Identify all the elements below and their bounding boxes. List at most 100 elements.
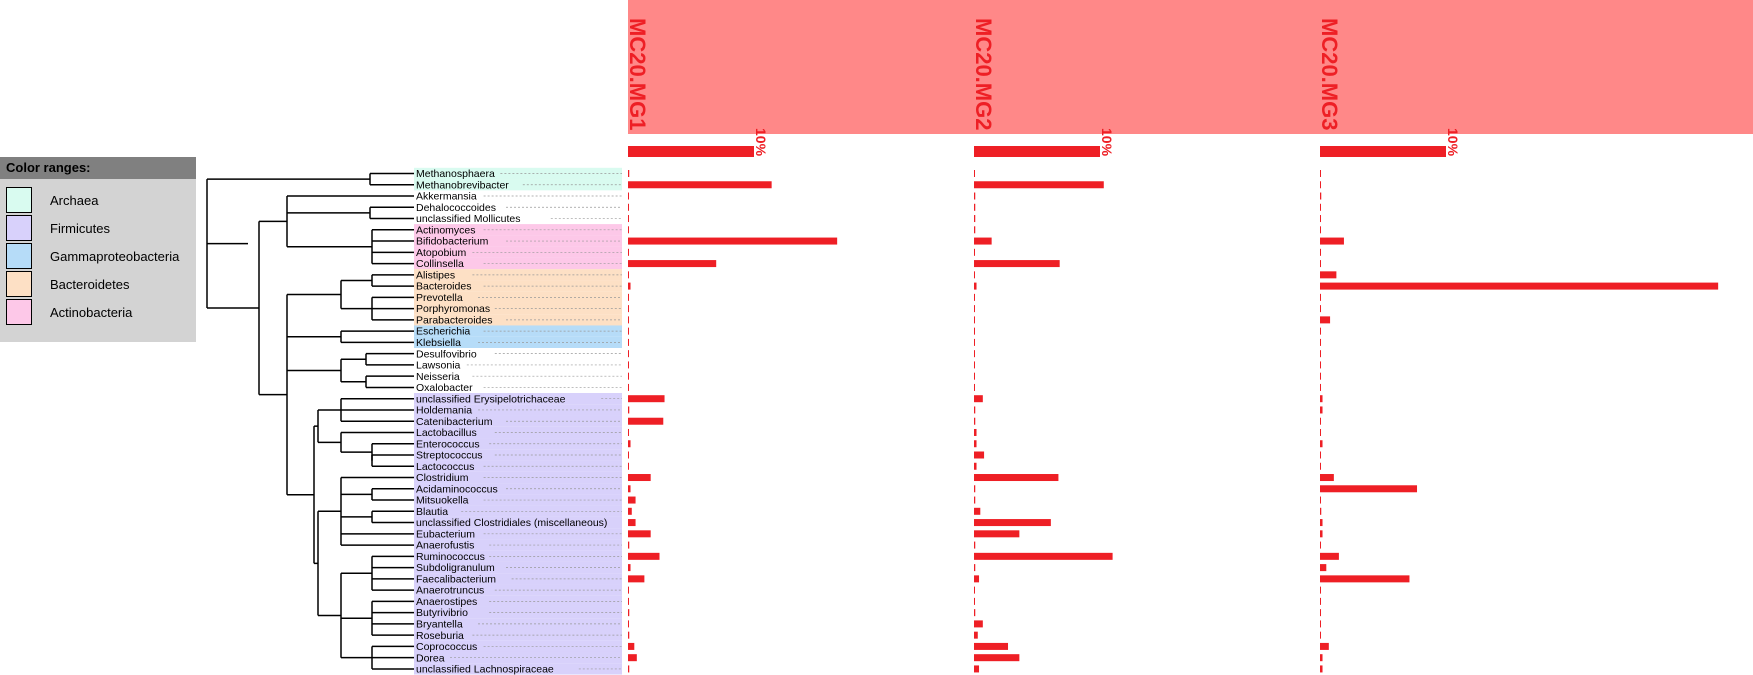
taxon-label: Blautia <box>416 506 448 518</box>
taxon-label: Prevotella <box>416 292 463 304</box>
taxon-group-background <box>414 426 622 439</box>
legend-swatch <box>6 271 32 297</box>
data-bar <box>974 586 975 594</box>
taxon-label: Anaerostipes <box>416 596 477 608</box>
taxon-label: Methanobrevibacter <box>416 179 509 191</box>
data-bar <box>628 530 651 538</box>
taxon-group-background <box>414 460 622 472</box>
data-bar <box>628 586 629 594</box>
data-bar <box>1320 654 1323 662</box>
taxon-label: Anaerotruncus <box>416 585 484 597</box>
data-bar <box>1320 170 1321 177</box>
data-bar <box>628 474 651 482</box>
taxon-label: Akkermansia <box>416 191 477 203</box>
legend-item-gammaproteobacteria: Gammaproteobacteria <box>0 243 196 271</box>
legend-label: Actinobacteria <box>50 305 133 320</box>
data-bar <box>1320 428 1321 436</box>
sample-header: MC20.MG3 <box>1317 18 1342 130</box>
data-bar <box>974 552 1113 560</box>
data-bar <box>1320 260 1321 268</box>
taxon-label: Collinsella <box>416 258 464 270</box>
data-bar <box>628 541 630 549</box>
taxon-label: Lactobacillus <box>416 427 477 439</box>
data-bar <box>1320 192 1322 200</box>
data-bar <box>974 564 976 572</box>
data-bar <box>1320 665 1323 673</box>
data-bar <box>628 395 665 403</box>
data-bar <box>1320 552 1339 560</box>
data-bar <box>1320 372 1321 380</box>
data-bar <box>1320 237 1344 245</box>
data-bar <box>974 260 1060 268</box>
scale-label: 10% <box>753 128 769 157</box>
data-bar <box>1320 248 1321 256</box>
taxon-label: Catenibacterium <box>416 416 493 428</box>
data-bar <box>1320 215 1321 223</box>
legend-swatch <box>6 299 32 325</box>
data-bar <box>628 350 629 358</box>
data-bar <box>1320 293 1321 301</box>
data-bar <box>1320 530 1323 538</box>
data-bar <box>628 316 629 324</box>
taxon-group-background <box>414 325 622 337</box>
data-bar <box>974 338 975 346</box>
sample-header: MC20.MG2 <box>971 18 996 130</box>
data-bar <box>974 406 976 414</box>
data-bar <box>628 215 629 223</box>
data-bar <box>628 282 631 290</box>
data-bar <box>628 552 660 560</box>
taxon-label: Ruminococcus <box>416 551 485 563</box>
scale-bar <box>974 146 1100 157</box>
taxon-label: Clostridium <box>416 472 469 484</box>
taxon-label: Bifidobacterium <box>416 236 489 248</box>
taxon-group-background <box>414 516 622 529</box>
data-bar <box>1320 305 1321 313</box>
taxon-label: Bryantella <box>416 619 463 631</box>
data-bar <box>1320 395 1323 403</box>
data-bar <box>628 181 772 189</box>
taxon-group-background <box>414 449 622 461</box>
legend-item-firmicutes: Firmicutes <box>0 215 196 243</box>
taxon-label: Dorea <box>416 652 445 664</box>
data-bar <box>628 417 664 425</box>
data-bar <box>628 564 631 572</box>
taxon-label: Alistipes <box>416 269 455 281</box>
scale-bar <box>628 146 754 157</box>
data-bar <box>974 215 976 223</box>
taxon-group-background <box>414 257 622 270</box>
data-bar <box>1320 338 1321 346</box>
data-bar <box>974 541 976 549</box>
data-bar <box>1320 519 1323 527</box>
data-bar <box>974 293 975 301</box>
data-bar <box>974 316 975 324</box>
data-bar <box>628 620 629 628</box>
data-bar <box>628 485 631 493</box>
scale-label: 10% <box>1099 128 1115 157</box>
taxon-label: Streptococcus <box>416 450 483 462</box>
taxon-label: Methanosphaera <box>416 168 495 180</box>
taxon-label: Acidaminococcus <box>416 483 498 495</box>
data-bar <box>974 237 992 245</box>
data-bar <box>1320 361 1321 369</box>
data-bar <box>628 305 629 313</box>
data-bar <box>974 620 983 628</box>
data-bar <box>628 327 629 335</box>
taxon-label: Bacteroides <box>416 281 471 293</box>
taxon-label: unclassified Lachnospiraceae <box>416 664 554 675</box>
data-bar <box>1320 451 1321 459</box>
taxon-group-background <box>414 471 622 484</box>
taxon-label: Subdoligranulum <box>416 562 495 574</box>
data-bar <box>974 485 976 493</box>
data-bar <box>628 192 629 200</box>
legend-label: Bacteroidetes <box>50 277 130 292</box>
data-bar <box>1320 226 1321 234</box>
taxon-label: Parabacteroides <box>416 314 492 326</box>
taxon-group-background <box>414 584 622 596</box>
data-bar <box>628 496 636 504</box>
data-bar <box>628 170 630 177</box>
data-bar <box>1320 541 1321 549</box>
taxon-group-background <box>414 663 622 675</box>
taxon-label: Oxalobacter <box>416 382 473 394</box>
data-bar <box>1320 282 1719 290</box>
